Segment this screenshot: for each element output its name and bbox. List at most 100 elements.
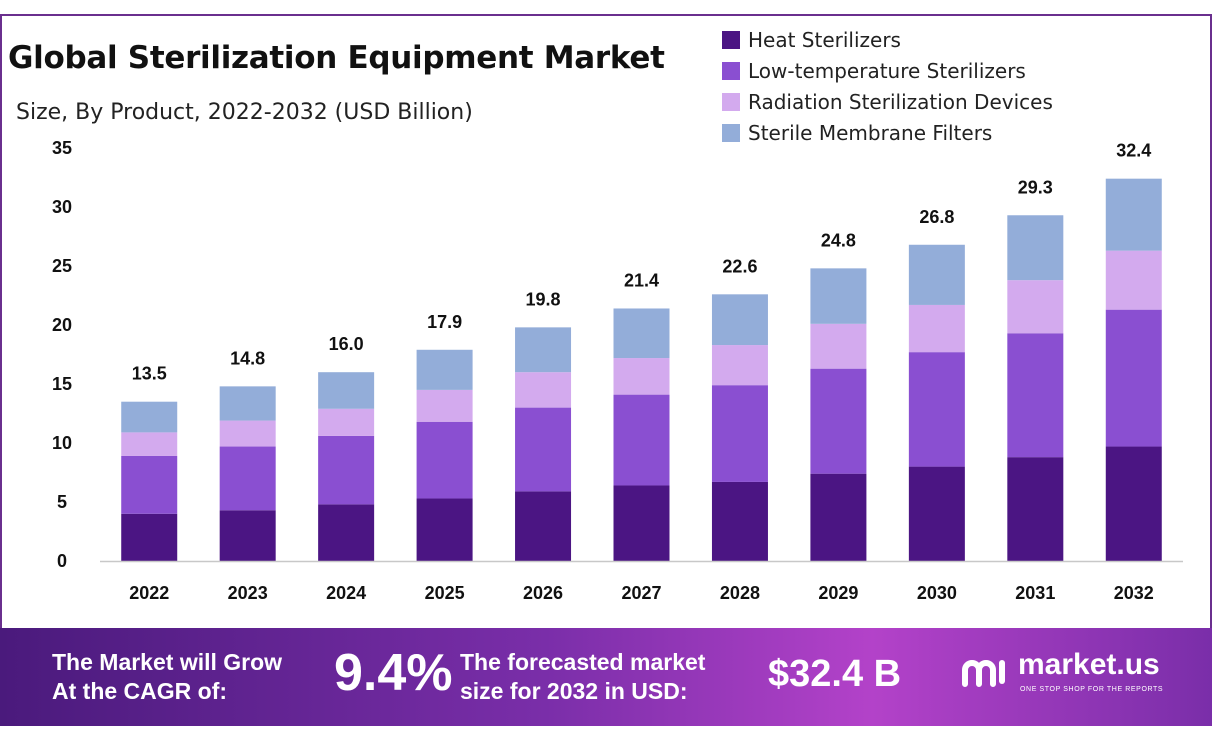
cagr-caption-line1: The Market will Grow <box>52 649 283 675</box>
bar-total-label: 21.4 <box>624 270 659 290</box>
bar-total-label: 32.4 <box>1116 141 1151 161</box>
legend-item: Radiation Sterilization Devices <box>722 86 1053 117</box>
bar-segment <box>711 294 768 346</box>
bar-segment <box>121 401 178 433</box>
y-tick-label: 30 <box>52 197 72 217</box>
bar-segment <box>613 394 670 486</box>
x-tick-label: 2026 <box>523 583 563 603</box>
x-tick-label: 2030 <box>917 583 957 603</box>
bar-segment <box>219 446 276 511</box>
bar-total-label: 16.0 <box>329 334 364 354</box>
bar-total-label: 26.8 <box>919 207 954 227</box>
legend-swatch <box>722 123 740 142</box>
x-tick-label: 2032 <box>1114 583 1154 603</box>
bar-segment <box>1007 333 1064 458</box>
bar-segment <box>810 473 867 561</box>
bar-segment <box>318 504 375 561</box>
bar-segment <box>908 466 965 561</box>
bar-segment <box>810 368 867 474</box>
market-us-logo-icon <box>962 660 1005 687</box>
y-tick-label: 10 <box>52 433 72 453</box>
bar-segment <box>515 327 572 373</box>
bar-segment <box>219 386 276 421</box>
bar-segment <box>318 372 375 409</box>
bar-segment <box>121 432 178 456</box>
legend-label: Radiation Sterilization Devices <box>748 89 1053 114</box>
bar-segment <box>1007 215 1064 281</box>
bar-segment <box>515 491 572 561</box>
bar-segment <box>711 481 768 561</box>
forecast-caption-line1: The forecasted market <box>460 649 706 675</box>
bar-segment <box>1007 280 1064 334</box>
bar-total-label: 17.9 <box>427 312 462 332</box>
logo-name: market.us <box>1018 648 1160 681</box>
legend-item: Low-temperature Sterilizers <box>722 55 1053 86</box>
bar-segment <box>1105 250 1162 310</box>
bar-segment <box>908 352 965 467</box>
bar-segment <box>219 420 276 447</box>
bar-segment <box>515 372 572 408</box>
legend-swatch <box>722 30 740 49</box>
x-tick-label: 2022 <box>129 583 169 603</box>
bar-segment <box>121 513 178 561</box>
bar-segment <box>416 498 473 561</box>
bar-segment <box>810 268 867 324</box>
legend-label: Heat Sterilizers <box>748 27 901 52</box>
legend-item: Sterile Membrane Filters <box>722 117 1053 148</box>
legend-swatch <box>722 92 740 111</box>
y-tick-label: 15 <box>52 374 72 394</box>
cagr-value: 9.4% <box>334 644 453 702</box>
chart-legend: Heat Sterilizers Low-temperature Steriliz… <box>722 24 1053 148</box>
bar-segment <box>908 244 965 305</box>
legend-item: Heat Sterilizers <box>722 24 1053 55</box>
bar-segment <box>1105 446 1162 561</box>
legend-label: Low-temperature Sterilizers <box>748 58 1026 83</box>
bar-total-label: 14.8 <box>230 348 265 368</box>
bar-segment <box>810 323 867 369</box>
bar-segment <box>416 421 473 499</box>
y-tick-label: 20 <box>52 315 72 335</box>
chart-title: Global Sterilization Equipment Market <box>8 40 665 76</box>
bar-total-label: 13.5 <box>132 364 167 384</box>
bar-total-label: 19.8 <box>526 289 561 309</box>
bar-total-label: 29.3 <box>1018 177 1053 197</box>
y-tick-label: 35 <box>52 138 72 158</box>
stacked-bar-chart: 0510152025303513.5202214.8202316.0202417… <box>52 138 1183 603</box>
legend-swatch <box>722 61 740 80</box>
x-tick-label: 2025 <box>425 583 465 603</box>
bar-segment <box>711 345 768 386</box>
x-tick-label: 2029 <box>818 583 858 603</box>
logo-tagline: ONE STOP SHOP FOR THE REPORTS <box>1020 686 1164 693</box>
bar-total-label: 22.6 <box>722 256 757 276</box>
forecast-caption: The forecasted market size for 2032 in U… <box>460 648 705 706</box>
chart-subtitle: Size, By Product, 2022-2032 (USD Billion… <box>16 100 473 125</box>
bar-segment <box>515 407 572 492</box>
bar-segment <box>1105 309 1162 447</box>
bar-segment <box>613 485 670 561</box>
x-tick-label: 2023 <box>228 583 268 603</box>
bar-segment <box>908 304 965 353</box>
bar-segment <box>613 308 670 359</box>
y-tick-label: 0 <box>57 551 67 571</box>
y-tick-label: 5 <box>57 492 67 512</box>
x-tick-label: 2024 <box>326 583 366 603</box>
bar-total-label: 24.8 <box>821 230 856 250</box>
market-us-logo[interactable]: market.us ONE STOP SHOP FOR THE REPORTS <box>960 648 1163 697</box>
forecast-size-value: $32.4 B <box>768 653 902 695</box>
x-tick-label: 2031 <box>1015 583 1055 603</box>
bar-segment <box>318 435 375 505</box>
bar-segment <box>1105 178 1162 251</box>
bar-segment <box>416 389 473 422</box>
summary-banner: The Market will Grow At the CAGR of: 9.4… <box>0 628 1212 726</box>
cagr-caption: The Market will Grow At the CAGR of: <box>52 648 282 706</box>
legend-label: Sterile Membrane Filters <box>748 120 993 145</box>
bar-segment <box>1007 457 1064 561</box>
bar-segment <box>416 349 473 390</box>
bar-segment <box>219 510 276 561</box>
bar-segment <box>318 408 375 436</box>
bar-segment <box>121 455 178 514</box>
x-tick-label: 2028 <box>720 583 760 603</box>
x-tick-label: 2027 <box>621 583 661 603</box>
bar-segment <box>613 358 670 395</box>
y-tick-label: 25 <box>52 256 72 276</box>
